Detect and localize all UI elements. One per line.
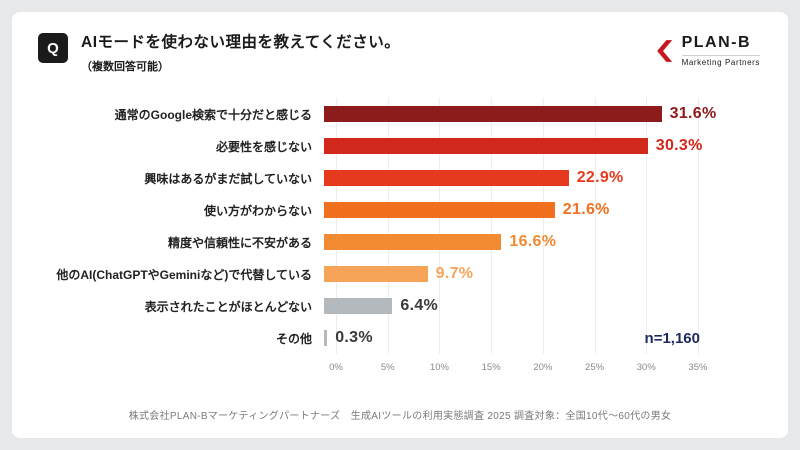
x-tick-label: 35% — [688, 362, 708, 373]
chart-row: 表示されたことがほとんどない 6.4% — [32, 290, 768, 322]
gridline — [336, 98, 337, 354]
chart-row: 他のAI(ChatGPTやGeminiなど)で代替している 9.7% — [32, 258, 768, 290]
bar-zone: 0.3% — [324, 329, 698, 346]
plan-b-chevron-icon — [656, 39, 672, 62]
chart-row: 使い方がわからない 21.6% — [32, 194, 768, 226]
plot-area: 通常のGoogle検索で十分だと感じる 31.6% 必要性を感じない 30.3% 興味は… — [32, 98, 768, 354]
gridline — [387, 98, 389, 354]
bar-zone: 9.7% — [324, 265, 698, 282]
chart-rows: 通常のGoogle検索で十分だと感じる 31.6% 必要性を感じない 30.3% 興味は… — [32, 98, 768, 354]
bar — [324, 202, 555, 218]
brand-tagline: Marketing Partners — [681, 55, 760, 67]
x-tick-label: 30% — [636, 362, 656, 373]
bar-zone: 31.6% — [324, 105, 716, 122]
page-subtitle: （複数回答可能） — [81, 61, 169, 73]
value-label: 21.6% — [562, 201, 610, 218]
bar — [324, 170, 569, 186]
chart-row: 通常のGoogle検索で十分だと感じる 31.6% — [32, 98, 768, 130]
chart-row: 精度や信頼性に不安がある 16.6% — [32, 226, 768, 258]
category-label: 使い方がわからない — [203, 203, 312, 218]
x-tick-label: 0% — [329, 362, 343, 373]
value-label: 6.4% — [400, 297, 439, 314]
value-label: 30.3% — [655, 137, 703, 154]
gridline — [594, 98, 596, 354]
chart-row: その他 0.3% — [32, 322, 768, 354]
bar — [324, 106, 662, 122]
bar — [324, 234, 502, 250]
brand-logo: PLAN-B Marketing Partners — [653, 30, 766, 67]
question-badge: Q — [38, 33, 68, 63]
bar — [324, 266, 428, 282]
bar — [324, 138, 648, 154]
category-label: 必要性を感じない — [215, 139, 312, 154]
category-label: 興味はあるがまだ試していない — [144, 171, 312, 186]
value-label: 9.7% — [435, 265, 474, 282]
gridline — [698, 98, 699, 354]
gridlines — [336, 98, 699, 354]
bar-chart: 通常のGoogle検索で十分だと感じる 31.6% 必要性を感じない 30.3% 興味は… — [12, 98, 788, 382]
brand-name: PLAN-B — [681, 34, 752, 51]
gridline — [439, 98, 441, 354]
header-text: AIモードを使わない理由を教えてください。 （複数回答可能） — [81, 30, 400, 74]
header: Q AIモードを使わない理由を教えてください。 （複数回答可能） PLAN-B … — [12, 12, 788, 74]
bar — [324, 298, 393, 314]
category-label: 他のAI(ChatGPTやGeminiなど)で代替している — [56, 267, 312, 282]
gridline — [491, 98, 493, 354]
value-label: 0.3% — [335, 329, 373, 346]
bar-zone: 21.6% — [324, 201, 698, 218]
bar-zone: 30.3% — [324, 137, 702, 154]
category-label: 通常のGoogle検索で十分だと感じる — [114, 107, 312, 122]
x-tick-label: 20% — [533, 362, 553, 373]
chart-row: 興味はあるがまだ試していない 22.9% — [32, 162, 768, 194]
x-tick-label: 5% — [380, 362, 395, 373]
sample-size-label: n=1,160 — [644, 330, 700, 347]
source-credit: 株式会社PLAN-Bマーケティングパートナーズ 生成AIツールの利用実態調査 2… — [128, 411, 672, 422]
category-label: 表示されたことがほとんどない — [144, 299, 312, 314]
page-title: AIモードを使わない理由を教えてください。 — [81, 34, 401, 51]
gridline — [646, 98, 648, 354]
bar-zone: 16.6% — [324, 233, 698, 250]
chart-row: 必要性を感じない 30.3% — [32, 130, 768, 162]
category-label: 精度や信頼性に不安がある — [167, 235, 312, 250]
category-label: その他 — [275, 331, 312, 346]
x-tick-label: 15% — [481, 362, 501, 373]
brand-text: PLAN-B Marketing Partners — [681, 34, 760, 67]
x-tick-label: 10% — [429, 362, 449, 373]
survey-card: Q AIモードを使わない理由を教えてください。 （複数回答可能） PLAN-B … — [12, 12, 788, 438]
x-tick-label: 25% — [585, 362, 605, 373]
bar-zone: 6.4% — [324, 297, 698, 314]
x-axis: 0% 5% 10% 15% 20% 25% 30% 35% — [329, 360, 707, 382]
bar-zone: 22.9% — [324, 169, 698, 186]
value-label: 16.6% — [509, 233, 557, 250]
value-label: 22.9% — [576, 169, 624, 186]
value-label: 31.6% — [669, 105, 717, 122]
bar — [324, 330, 328, 346]
gridline — [542, 98, 544, 354]
